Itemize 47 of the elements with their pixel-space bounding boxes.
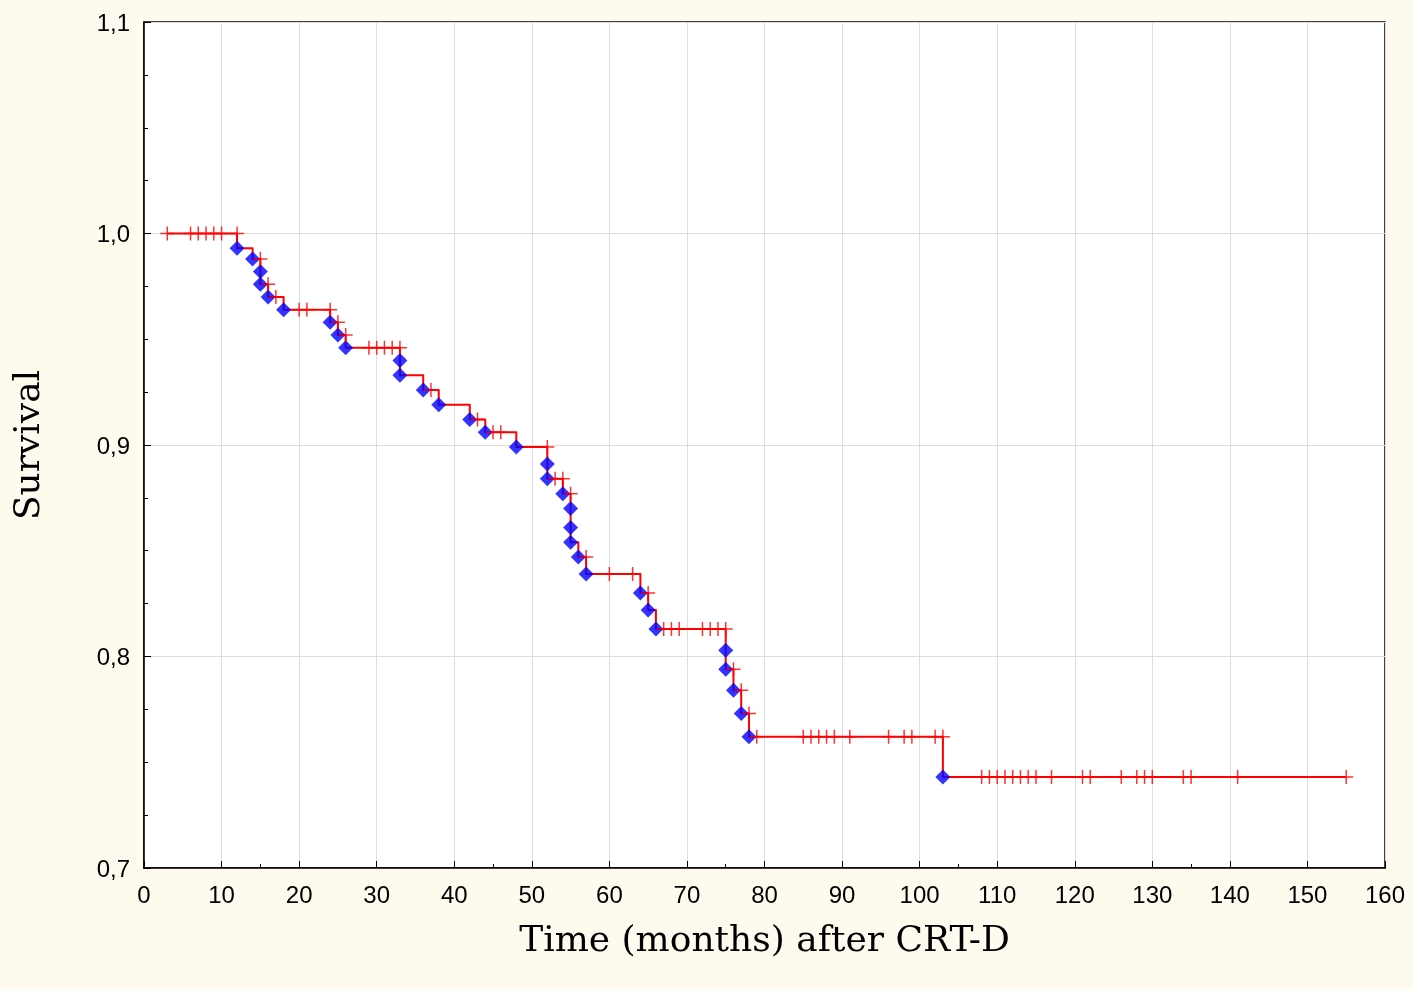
point [252, 276, 268, 292]
point [508, 439, 524, 455]
x-tick-label: 160 [1364, 880, 1406, 908]
point [718, 642, 734, 658]
x-tick-label: 110 [978, 880, 1017, 908]
y-tick-label: 0,8 [96, 643, 130, 670]
x-tick-label: 130 [1132, 880, 1173, 908]
point [229, 240, 245, 256]
point [935, 769, 951, 785]
point [276, 302, 292, 318]
point [539, 456, 555, 472]
y-tick-label: 0,7 [96, 854, 130, 882]
point [338, 340, 354, 356]
point [578, 566, 594, 582]
point [392, 352, 408, 368]
point [640, 602, 656, 618]
x-tick-label: 30 [363, 880, 391, 908]
x-tick-label: 40 [440, 880, 468, 908]
x-tick-label: 150 [1287, 880, 1328, 908]
x-tick-label: 120 [1054, 880, 1095, 908]
x-tick-label: 90 [828, 880, 856, 908]
x-tick-label: 80 [751, 880, 778, 908]
x-tick-label: 140 [1209, 880, 1250, 908]
point [431, 397, 447, 413]
x-tick-label: 70 [673, 880, 701, 908]
point [733, 706, 749, 722]
point [555, 486, 571, 502]
point [477, 424, 493, 440]
point [462, 412, 478, 428]
point [563, 519, 579, 535]
x-tick-label: 100 [899, 880, 940, 908]
point [392, 367, 408, 383]
x-tick-label: 10 [208, 880, 235, 908]
point [322, 314, 338, 330]
point [252, 264, 268, 280]
x-tick-label: 20 [285, 880, 313, 908]
point [725, 682, 741, 698]
x-tick-label: 0 [137, 880, 151, 908]
point [563, 534, 579, 550]
y-axis-title: Survival [5, 369, 47, 521]
y-tick-label: 0,9 [96, 431, 130, 459]
x-tick-label: 50 [518, 880, 546, 908]
y-tick-label: 1,0 [96, 220, 130, 247]
x-axis-title: Time (months) after CRT-D [519, 917, 1010, 959]
y-tick-label: 1,1 [96, 8, 130, 36]
x-tick-label: 60 [596, 880, 623, 908]
point [563, 500, 579, 516]
